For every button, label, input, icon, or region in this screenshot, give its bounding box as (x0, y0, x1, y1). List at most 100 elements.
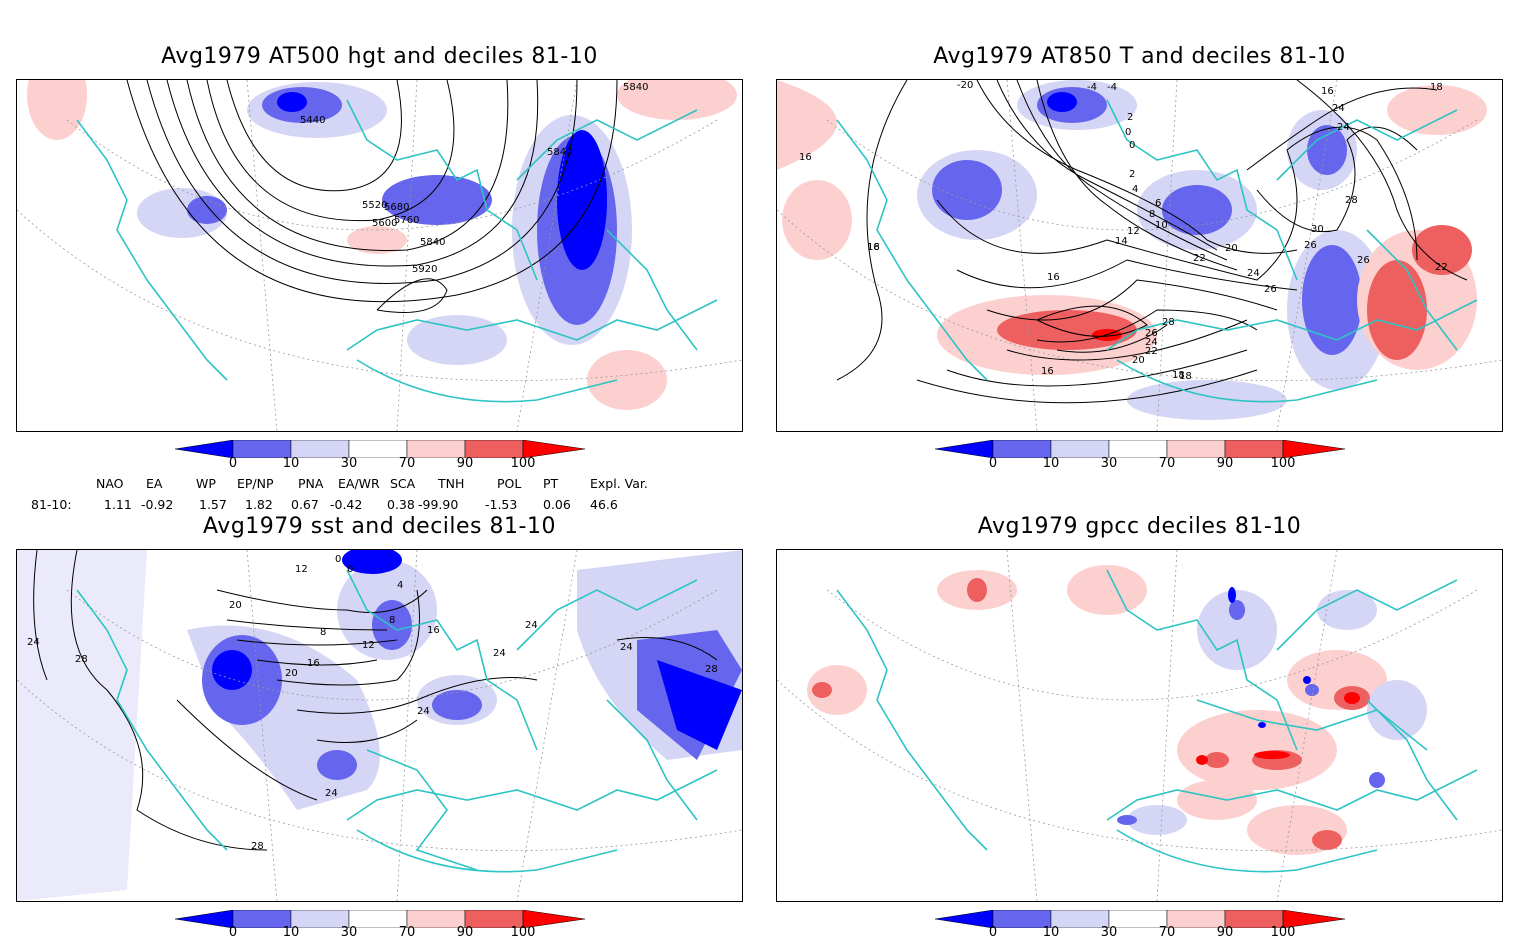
contour-label: 16 (867, 242, 880, 253)
contour-label: 22 (1435, 262, 1448, 273)
colorbar-tick: 10 (282, 456, 300, 471)
colorbar-tick: 30 (1100, 925, 1118, 940)
contour-label: 8 (389, 615, 395, 626)
index-value-row: 81-10: 1.11 -0.92 1.57 1.82 0.67 -0.42 0… (0, 497, 700, 513)
colorbar-top-right: 0 10 30 70 90 100 (934, 439, 1346, 476)
contour-label: -4 (1107, 82, 1117, 93)
colorbar-tick: 70 (398, 925, 416, 940)
index-value: 1.57 (199, 497, 227, 512)
index-header: TNH (438, 476, 465, 491)
contour-label: -20 (957, 80, 973, 91)
colorbar-tick: 0 (228, 925, 238, 940)
contour-label: 16 (1047, 272, 1060, 283)
contour-label: 28 (75, 654, 88, 665)
contour-label: 5840 (623, 82, 648, 93)
contour-label: 14 (1115, 236, 1128, 247)
contour-label: 20 (1132, 355, 1145, 366)
panel-title-t850: Avg1979 AT850 T and deciles 81-10 (933, 44, 1346, 69)
index-header: WP (196, 476, 216, 491)
contour-label: 16 (427, 625, 440, 636)
colorbar-tick: 100 (510, 456, 536, 471)
contour-label: 26 (1357, 255, 1370, 266)
colorbar-top-left: 0 10 30 70 90 100 (174, 439, 586, 476)
contour-label: 24 (1332, 103, 1345, 114)
contour-label: 28 (1162, 317, 1175, 328)
contour-label: 26 (1264, 284, 1277, 295)
contour-label: 26 (1145, 328, 1158, 339)
contour-label: 16 (1041, 366, 1054, 377)
contour-label: 0 (1125, 127, 1131, 138)
contour-label: 24 (525, 620, 538, 631)
contour-label: 12 (362, 640, 375, 651)
index-value: -1.53 (485, 497, 518, 512)
colorbar-tick: 10 (1042, 925, 1060, 940)
index-row-label: 81-10: (31, 497, 72, 512)
index-value: 0.38 (387, 497, 415, 512)
contour-label: 6 (1155, 198, 1161, 209)
colorbar-tick: 90 (1216, 456, 1234, 471)
contour-label: 24 (1337, 122, 1350, 133)
contour-label: -4 (1087, 82, 1097, 93)
map-gpcc (776, 549, 1503, 902)
map-sst: 0 0 4 12 20 8 8 12 16 20 24 24 28 24 28 … (16, 549, 743, 902)
contour-label: 20 (285, 668, 298, 679)
colorbar-tick: 90 (1216, 925, 1234, 940)
contour-label: 24 (325, 788, 338, 799)
colorbar-tick: 70 (398, 456, 416, 471)
colorbar-tick: 100 (1270, 925, 1296, 940)
contour-label: 0 (335, 554, 341, 565)
contour-label: 4 (1132, 184, 1138, 195)
contour-label: 0 (1129, 140, 1135, 151)
contour-label: 24 (620, 642, 633, 653)
colorbar-tick: 30 (340, 925, 358, 940)
contour-label: 18 (1179, 371, 1192, 382)
contour-label: 0 (347, 564, 353, 575)
colorbar-tick: 90 (456, 456, 474, 471)
contour-label: 28 (705, 664, 718, 675)
colorbar-tick: 10 (1042, 456, 1060, 471)
index-value: 1.82 (245, 497, 273, 512)
contour-label: 2 (1127, 112, 1133, 123)
contour-label: 24 (1145, 337, 1158, 348)
index-header-row: NAO EA WP EP/NP PNA EA/WR SCA TNH POL PT… (0, 476, 700, 492)
contour-label: 4 (397, 580, 403, 591)
colorbar-tick: 70 (1158, 456, 1176, 471)
index-header: EA/WR (338, 476, 380, 491)
index-value: -0.42 (330, 497, 363, 512)
contour-label: 30 (1311, 224, 1324, 235)
colorbar-tick: 30 (1100, 456, 1118, 471)
contour-label: 16 (1321, 86, 1334, 97)
index-header: EA (146, 476, 163, 491)
index-value: -99.90 (418, 497, 459, 512)
contour-label: 5520 (362, 200, 387, 211)
contour-label: 24 (27, 637, 40, 648)
index-value: -0.92 (141, 497, 174, 512)
colorbar-tick: 0 (228, 456, 238, 471)
colorbar-tick: 100 (510, 925, 536, 940)
map-t850: -20 -4 -4 2 0 0 2 4 6 8 10 12 14 16 16 1… (776, 79, 1503, 432)
contour-label: 26 (1304, 240, 1317, 251)
colorbar-tick: 10 (282, 925, 300, 940)
index-value: 0.06 (543, 497, 571, 512)
contour-label: 24 (493, 648, 506, 659)
colorbar-bottom-right: 0 10 30 70 90 100 (934, 909, 1346, 940)
contour-label: 22 (1145, 346, 1158, 357)
contour-label: 18 (867, 242, 880, 253)
colorbar-tick: 0 (988, 456, 998, 471)
contour-label: 24 (417, 706, 430, 717)
contour-label: 5680 (384, 202, 409, 213)
panel-title-gpcc: Avg1979 gpcc deciles 81-10 (977, 514, 1302, 539)
contour-label: 16 (799, 152, 812, 163)
contour-label: 20 (1225, 243, 1238, 254)
colorbar-tick: 100 (1270, 456, 1296, 471)
panel-title-hgt: Avg1979 AT500 hgt and deciles 81-10 (161, 44, 598, 69)
index-header: EP/NP (237, 476, 274, 491)
colorbar-bottom-left: 0 10 30 70 90 100 (174, 909, 586, 940)
index-header: PT (543, 476, 559, 491)
contour-label: 20 (229, 600, 242, 611)
index-header: NAO (96, 476, 124, 491)
contour-label: 5840 (420, 237, 445, 248)
panel-title-sst: Avg1979 sst and deciles 81-10 (203, 514, 556, 539)
contour-label: 8 (1149, 209, 1155, 220)
colorbar-tick: 90 (456, 925, 474, 940)
